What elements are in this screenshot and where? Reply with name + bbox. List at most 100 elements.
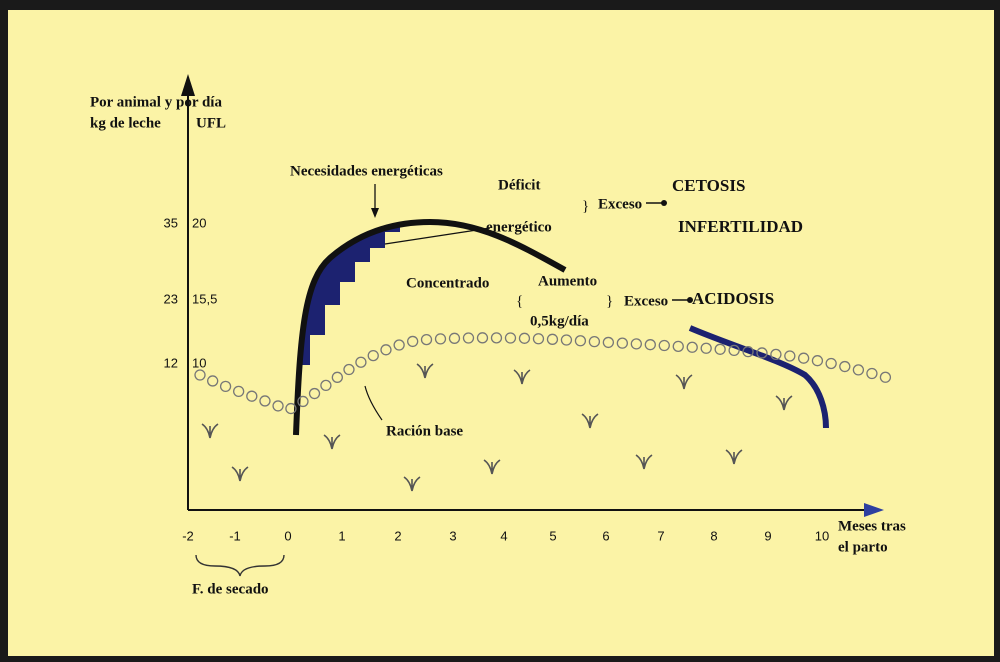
ration-dot <box>355 356 367 368</box>
ration-dot <box>784 350 796 362</box>
x-tick-label: 8 <box>710 528 717 543</box>
grass-tuft <box>483 459 501 475</box>
label: Déficit <box>498 177 540 193</box>
grass-tuft <box>635 454 653 470</box>
x-tick-label: 2 <box>394 528 401 543</box>
ration-dot <box>574 335 587 347</box>
ration-dot <box>462 332 475 344</box>
ration-dot <box>476 332 489 344</box>
y-title: Por animal y por día <box>90 94 222 110</box>
ration-dot <box>393 339 405 351</box>
ration-dot <box>686 341 698 353</box>
brace: } <box>582 198 589 214</box>
y-title: kg de leche <box>90 115 161 131</box>
x-ticks: -2 -1 0 1 2 3 4 5 6 7 8 9 10 <box>182 528 829 543</box>
x-tick-label: 6 <box>602 528 609 543</box>
label: CETOSIS <box>672 176 745 195</box>
ration-dot <box>420 333 433 346</box>
label: Aumento <box>538 273 597 289</box>
x-tick-label: 9 <box>764 528 771 543</box>
ration-dot <box>588 335 601 348</box>
ration-dots <box>194 332 892 415</box>
ration-dot <box>602 336 615 349</box>
ration-dot <box>644 339 656 351</box>
ration-dot <box>259 395 271 407</box>
ration-dot <box>700 342 712 354</box>
label: energético <box>486 219 552 235</box>
ration-dot <box>616 337 628 349</box>
x-tick-label: 7 <box>657 528 664 543</box>
ration-dot <box>770 348 782 361</box>
ration-dot <box>714 343 726 355</box>
ration-dot <box>518 332 531 344</box>
ration-dot <box>343 363 355 376</box>
ration-dot <box>308 387 321 400</box>
x-tick-label: 1 <box>338 528 345 543</box>
x-title: Meses tras <box>838 518 906 534</box>
ration-dot <box>207 375 219 387</box>
ration-dot <box>866 367 878 380</box>
x-title: el parto <box>838 539 888 555</box>
y-tick-label: 12 <box>164 355 178 370</box>
y-title: UFL <box>196 115 226 131</box>
x-arrow <box>864 503 884 517</box>
ration-dot <box>839 360 851 373</box>
ration-dot <box>798 352 810 364</box>
grass-tuft <box>675 374 693 390</box>
y-tick-label: 35 <box>164 215 178 230</box>
grass-tuft <box>403 476 421 492</box>
ration-dot <box>380 344 392 356</box>
grass-tuft <box>201 423 219 439</box>
brace: } <box>606 293 613 309</box>
ration-dot <box>658 339 670 352</box>
x-tick-label: -1 <box>229 528 241 543</box>
ration-dot <box>331 371 343 383</box>
ration-dot <box>490 332 503 344</box>
x-tick-label: -2 <box>182 528 194 543</box>
label: Concentrado <box>406 275 489 291</box>
ration-dot <box>532 333 545 345</box>
ration-dot <box>219 380 232 393</box>
ration-dot <box>233 385 245 398</box>
ration-dot <box>825 357 837 370</box>
label: ACIDOSIS <box>692 289 774 308</box>
arrowhead <box>661 200 667 206</box>
ration-dot <box>852 364 865 376</box>
grass-tuft <box>416 363 434 379</box>
arrowhead <box>371 208 379 218</box>
ration-dot <box>246 390 258 402</box>
ration-dot <box>560 334 573 346</box>
grass-tuft <box>581 413 599 429</box>
ration-dot <box>728 344 740 357</box>
grass-tuft <box>725 449 743 465</box>
ration-dot <box>504 332 517 344</box>
ration-dot <box>407 335 419 348</box>
ration-dot <box>756 347 768 359</box>
arrowhead <box>687 297 693 303</box>
brace: { <box>516 293 523 309</box>
ration-dot <box>546 333 559 345</box>
ration-dot <box>367 349 379 362</box>
ration-dot <box>297 395 309 408</box>
ration-dot <box>434 333 447 345</box>
ration-dot <box>448 332 461 344</box>
x-tick-label: 5 <box>549 528 556 543</box>
y-tick-label: 15,5 <box>192 291 217 306</box>
deficit-area <box>296 224 400 435</box>
ration-dot <box>194 369 206 381</box>
x-tick-label: 4 <box>500 528 507 543</box>
brace <box>195 554 285 577</box>
label: Ración base <box>386 423 463 439</box>
ration-dot <box>811 355 824 367</box>
grass-tuft <box>775 395 793 411</box>
label: Exceso <box>624 293 668 309</box>
energy-curve <box>293 218 567 436</box>
grass <box>201 363 793 492</box>
ration-dot <box>320 379 332 392</box>
arrow <box>364 385 383 421</box>
pointer <box>384 227 491 245</box>
y-tick-label: 10 <box>192 355 206 370</box>
background <box>8 10 994 656</box>
grass-tuft <box>323 434 341 450</box>
